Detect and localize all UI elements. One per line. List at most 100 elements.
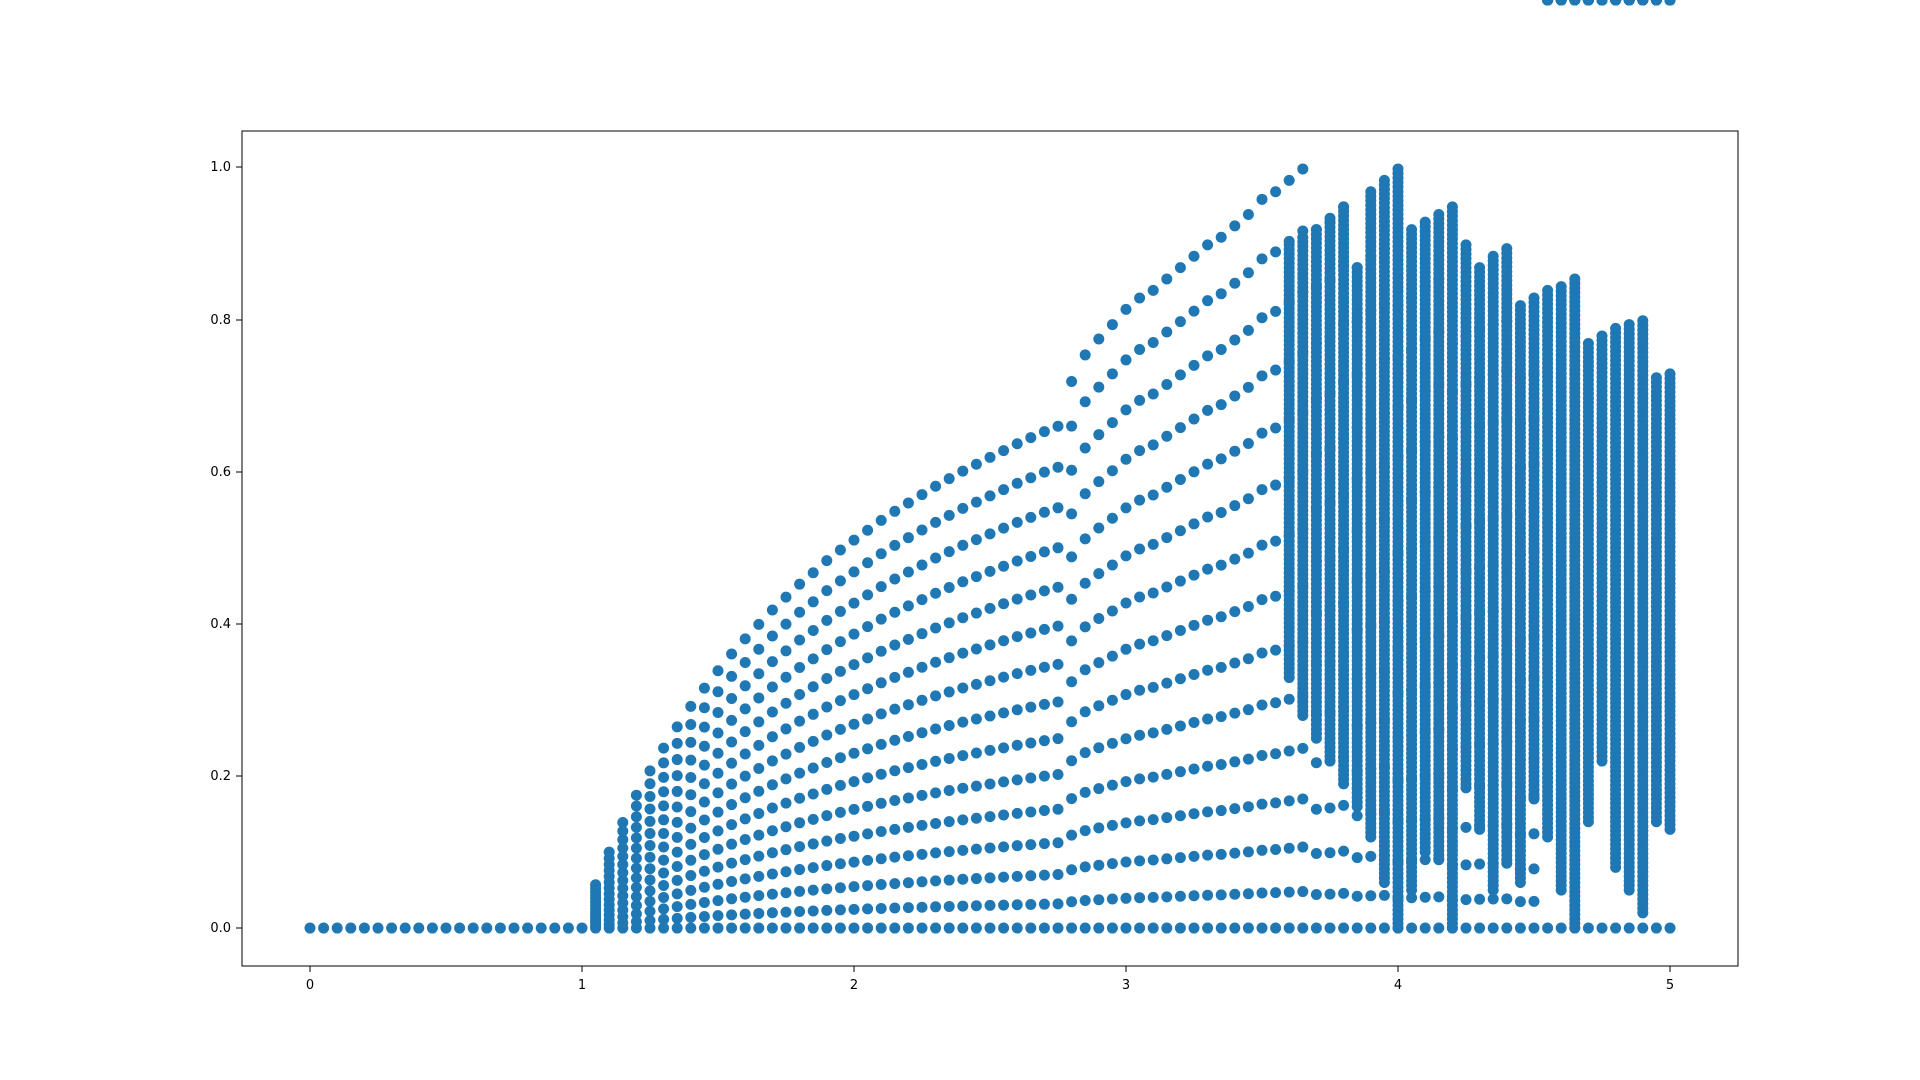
data-point: [998, 671, 1010, 683]
data-point: [902, 666, 914, 678]
data-point: [889, 639, 901, 651]
data-point: [658, 922, 670, 934]
data-point: [957, 612, 969, 624]
data-point: [902, 792, 914, 804]
data-point: [426, 922, 438, 934]
data-point: [1283, 886, 1295, 898]
data-point: [984, 602, 996, 614]
data-point: [1025, 839, 1037, 851]
data-point: [930, 875, 942, 887]
data-point: [780, 645, 792, 657]
data-point: [916, 694, 928, 706]
data-point: [984, 451, 996, 463]
data-point: [807, 762, 819, 774]
data-point: [1066, 922, 1078, 934]
data-point: [739, 770, 751, 782]
data-point: [998, 871, 1010, 883]
data-point: [957, 576, 969, 588]
data-point: [780, 697, 792, 709]
data-point: [794, 606, 806, 618]
data-point: [1487, 250, 1499, 262]
data-point: [1555, 281, 1567, 293]
data-point: [753, 829, 765, 841]
data-point: [1161, 812, 1173, 824]
data-point: [794, 922, 806, 934]
data-point: [712, 707, 724, 719]
data-point: [1106, 819, 1118, 831]
data-point: [794, 864, 806, 876]
data-point: [1664, 368, 1676, 380]
data-point: [1079, 396, 1091, 408]
data-point: [930, 690, 942, 702]
data-point: [1052, 696, 1064, 708]
data-point: [1134, 922, 1146, 934]
data-point: [1079, 664, 1091, 676]
data-point: [712, 910, 724, 922]
data-point: [1120, 354, 1132, 366]
data-point: [848, 803, 860, 815]
data-point: [1038, 506, 1050, 518]
data-point: [1188, 763, 1200, 775]
data-point: [1174, 624, 1186, 636]
data-point: [644, 922, 656, 934]
data-point: [862, 854, 874, 866]
y-tick: 0.4: [210, 617, 242, 632]
data-point: [1093, 613, 1105, 625]
data-point: [1011, 477, 1023, 489]
data-point: [535, 922, 547, 934]
y-tick: 1.0: [210, 160, 242, 175]
data-point: [862, 524, 874, 536]
data-point: [1106, 559, 1118, 571]
data-point: [1528, 895, 1540, 907]
data-point: [1297, 163, 1309, 175]
data-point: [1202, 458, 1214, 470]
data-point: [1174, 262, 1186, 274]
data-point: [1229, 707, 1241, 719]
data-point: [943, 582, 955, 593]
data-point: [875, 677, 887, 689]
data-point: [834, 922, 846, 934]
x-tick-label: 0: [306, 978, 314, 993]
x-tick: 0: [306, 966, 314, 993]
data-point: [1365, 922, 1377, 934]
data-point: [1310, 757, 1322, 769]
data-point: [1093, 894, 1105, 906]
data-point: [1460, 239, 1472, 251]
data-point: [617, 850, 629, 862]
data-point: [1011, 739, 1023, 751]
data-point: [834, 752, 846, 764]
data-point: [1079, 825, 1091, 837]
data-point: [1161, 768, 1173, 780]
data-point: [1052, 869, 1064, 881]
x-axis: 0 1 2 3 4 5: [306, 966, 1674, 993]
data-point: [1011, 593, 1023, 605]
data-point: [1256, 594, 1268, 606]
data-point: [821, 644, 833, 656]
data-point: [712, 747, 724, 759]
data-point: [1514, 896, 1526, 908]
data-point: [1474, 922, 1486, 934]
data-point: [1297, 742, 1309, 754]
data-point: [821, 904, 833, 916]
data-point: [1242, 653, 1254, 665]
data-point: [902, 850, 914, 862]
data-point: [1229, 445, 1241, 457]
data-point: [821, 835, 833, 847]
data-point: [658, 913, 670, 925]
data-point: [930, 901, 942, 913]
data-point: [1134, 855, 1146, 867]
data-point: [984, 490, 996, 502]
data-point: [739, 813, 751, 825]
data-point: [916, 524, 928, 536]
data-point: [957, 844, 969, 856]
data-point: [984, 744, 996, 756]
data-point: [1270, 590, 1282, 602]
data-point: [1283, 842, 1295, 854]
data-point: [794, 689, 806, 701]
data-point: [1623, 922, 1635, 934]
data-point: [1052, 733, 1064, 745]
data-point: [1161, 430, 1173, 442]
data-point: [1011, 704, 1023, 716]
data-point: [644, 874, 656, 886]
data-point: [1419, 891, 1431, 903]
